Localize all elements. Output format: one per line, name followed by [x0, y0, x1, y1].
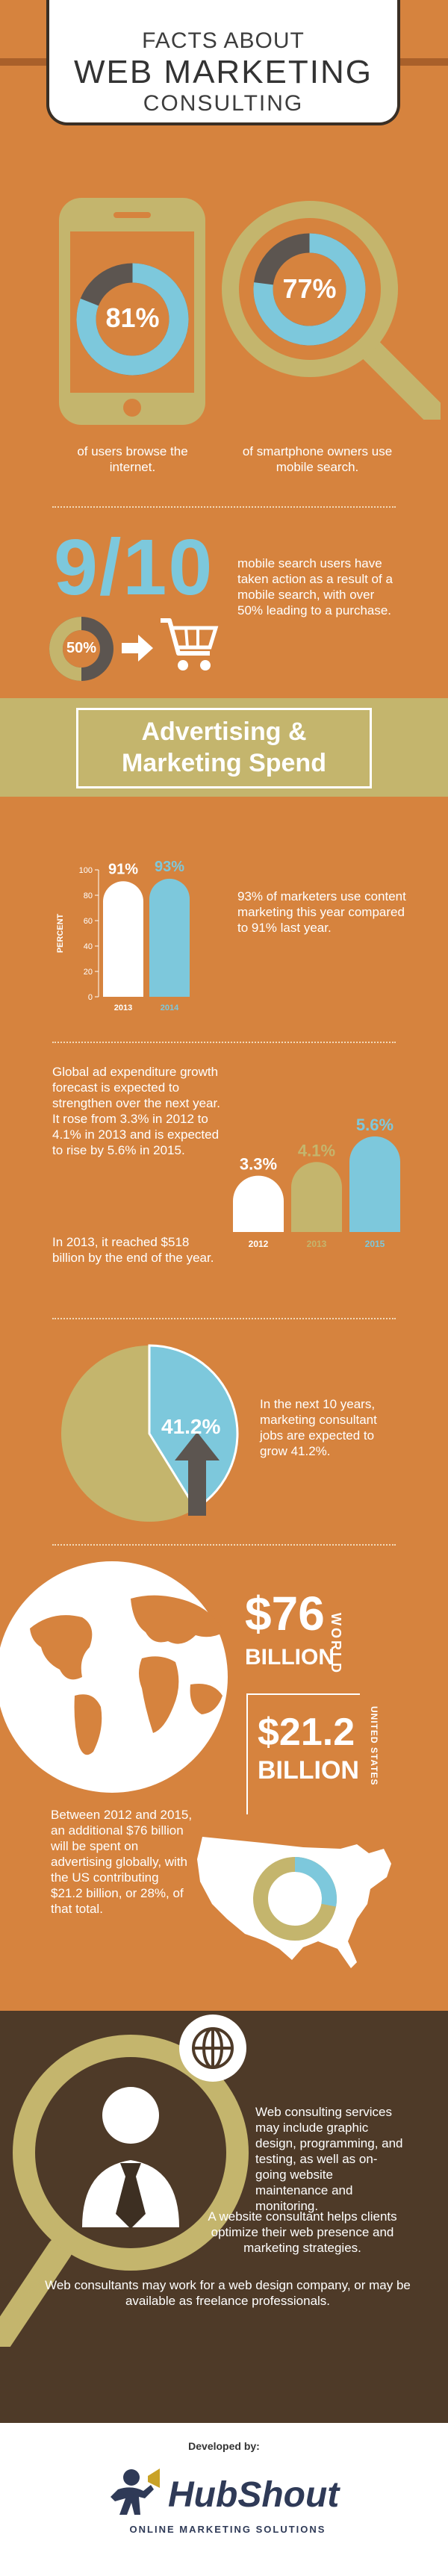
growth-bar-2012	[233, 1175, 284, 1232]
consultant-magnifier-icon	[0, 2011, 254, 2352]
divider-3	[52, 1318, 396, 1319]
divider-4	[52, 1544, 396, 1546]
half-donut-badge	[49, 617, 113, 681]
search-donut	[244, 224, 375, 355]
title-line-3: CONSULTING	[143, 91, 304, 116]
y-tick-label: 40	[84, 942, 93, 951]
bar-2014	[149, 878, 190, 997]
phone-percent: 81%	[105, 302, 160, 333]
ad-growth-chart: 3.3% 2012 4.1% 2013 5.6% 2015	[224, 1090, 407, 1254]
brand-tagline: ONLINE MARKETING SOLUTIONS	[129, 2524, 326, 2535]
content-chart: 100 80 60 40 20 0 PERCENT 91% 2013 93% 2014	[52, 833, 217, 1019]
growth-value-label: 5.6%	[356, 1116, 393, 1134]
us-donut-arc	[294, 1857, 337, 1907]
title-line-2: WEB MARKETING	[73, 54, 373, 90]
divider-2	[52, 1042, 396, 1043]
mobile-search-text: mobile search users have taken action as…	[237, 556, 393, 617]
bar-value-label: 93%	[155, 859, 184, 875]
y-tick-label: 60	[84, 917, 93, 926]
badge-percent: 50%	[66, 640, 97, 656]
us-bracket	[246, 1693, 360, 1814]
us-label: UNITED STATES	[369, 1706, 379, 1786]
header-stripe-left	[0, 58, 52, 66]
pie-growth-slice	[148, 1344, 239, 1511]
bar-2013	[103, 881, 143, 997]
growth-year-label: 2015	[365, 1239, 385, 1249]
growth-bar-2013	[291, 1162, 342, 1232]
banner-box: Advertising & Marketing Spend	[76, 708, 372, 788]
globe-badge-icon	[179, 2015, 246, 2082]
header-stripe-right	[396, 58, 448, 66]
world-amount: $76	[245, 1587, 325, 1640]
header-section: FACTS ABOUT WEB MARKETING CONSULTING	[0, 0, 448, 149]
ad-growth-para-2: In 2013, it reached $518 billion by the …	[52, 1235, 214, 1265]
banner-line-2: Marketing Spend	[122, 749, 326, 777]
ad-growth-para-1: Global ad expenditure growth forecast is…	[52, 1065, 220, 1157]
world-unit: BILLION	[245, 1645, 335, 1670]
phone-donut	[67, 254, 198, 385]
us-amount: $21.2	[258, 1711, 355, 1754]
bar-value-label: 91%	[108, 861, 138, 877]
brand-hub: Hub	[168, 2475, 238, 2515]
growth-value-label: 3.3%	[240, 1155, 277, 1174]
content-text: 93% of marketers use content marketing t…	[237, 889, 406, 935]
y-tick-label: 100	[79, 866, 93, 875]
globe-icon	[0, 1558, 261, 1796]
x-tick-label: 2013	[114, 1004, 132, 1012]
growth-year-label: 2012	[249, 1239, 269, 1249]
arrow-icon	[122, 633, 153, 663]
search-donut-arc	[253, 233, 366, 346]
us-map-icon	[191, 1829, 408, 1979]
phone-donut-arc	[76, 263, 189, 376]
y-tick-label: 80	[84, 892, 93, 900]
footer-section	[0, 2423, 448, 2576]
jobs-text: In the next 10 years, marketing consulta…	[260, 1397, 377, 1458]
developed-by-label: Developed by:	[188, 2440, 260, 2452]
spending-text: Between 2012 and 2015, an additional $76…	[51, 1808, 193, 1916]
services-para-3: Web consultants may work for a web desig…	[45, 2278, 411, 2308]
jobs-percent: 41.2%	[161, 1415, 221, 1438]
y-axis-label: PERCENT	[56, 913, 65, 953]
banner-band	[0, 698, 448, 797]
divider-1	[52, 506, 396, 508]
search-caption: of smartphone owners use mobile search.	[242, 444, 393, 474]
x-tick-label: 2014	[161, 1004, 179, 1012]
phone-caption: of users browse the internet.	[77, 444, 188, 474]
us-percent: 28%	[276, 1889, 314, 1909]
title-box: FACTS ABOUT WEB MARKETING CONSULTING	[46, 0, 400, 125]
search-percent: 77%	[282, 273, 337, 304]
y-tick-label: 0	[88, 993, 93, 1002]
services-para-2: A website consultant helps clients optim…	[208, 2209, 397, 2255]
title-line-1: FACTS ABOUT	[142, 28, 305, 53]
brand-shout: Shout	[237, 2475, 340, 2515]
services-para-1: Web consulting services may include grap…	[255, 2105, 403, 2213]
growth-bar-2015	[349, 1136, 400, 1232]
y-tick-label: 20	[84, 968, 93, 977]
fraction-number: 9/10	[54, 523, 214, 612]
growth-value-label: 4.1%	[298, 1141, 335, 1160]
banner-line-1: Advertising &	[141, 718, 307, 746]
shopping-cart-icon	[159, 616, 219, 674]
world-label: WORLD	[329, 1613, 343, 1675]
up-arrow-icon	[175, 1432, 220, 1516]
brand-name: HubShout	[168, 2475, 339, 2516]
hubshout-logo-icon	[105, 2463, 164, 2522]
us-donut	[246, 1850, 343, 1947]
growth-year-label: 2013	[307, 1239, 327, 1249]
us-unit: BILLION	[258, 1756, 359, 1785]
